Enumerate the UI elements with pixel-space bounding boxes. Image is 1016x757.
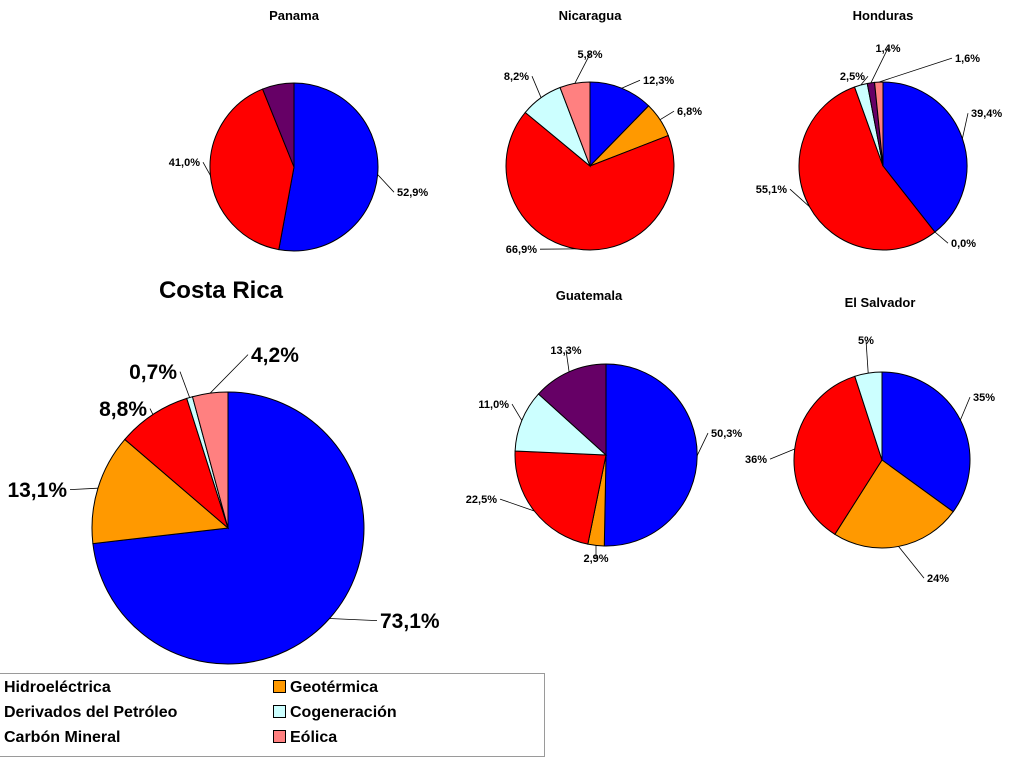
leader-line-honduras-1 [935, 232, 948, 243]
data-label-honduras-5: 1,6% [955, 53, 980, 65]
data-label-honduras-4: 1,4% [875, 43, 900, 55]
data-label-costa-rica-1: 13,1% [7, 479, 67, 502]
leader-line-costa-rica-3 [180, 372, 190, 398]
data-label-panama-0: 52,9% [397, 187, 428, 199]
legend-label: Geotérmica [290, 679, 378, 696]
data-label-honduras-2: 55,1% [756, 184, 787, 196]
data-label-costa-rica-3: 0,7% [129, 361, 177, 384]
leader-line-honduras-5 [879, 58, 952, 82]
chart-title-guatemala: Guatemala [556, 288, 623, 303]
data-label-nicaragua-3: 8,2% [504, 71, 529, 83]
legend-item-carbon-mineral: Carbón Mineral [0, 728, 120, 748]
data-label-guatemala-2: 22,5% [466, 494, 497, 506]
data-label-costa-rica-0: 73,1% [380, 610, 440, 633]
chart-title-costa-rica: Costa Rica [159, 277, 284, 304]
legend-swatch-geotermica [273, 680, 286, 693]
data-label-el-salvador-2: 36% [745, 454, 767, 466]
data-label-nicaragua-0: 12,3% [643, 75, 674, 87]
leader-line-nicaragua-3 [532, 76, 541, 98]
leader-line-costa-rica-0 [330, 619, 378, 621]
legend-item-geotermica: Geotérmica [273, 678, 378, 698]
leader-line-costa-rica-4 [210, 355, 248, 394]
leader-line-costa-rica-1 [70, 488, 98, 489]
pie-slice-guatemala-0 [604, 364, 697, 546]
leader-line-guatemala-0 [697, 433, 708, 456]
leader-line-el-salvador-1 [899, 546, 925, 578]
leader-line-guatemala-3 [512, 404, 522, 420]
chart-title-el-salvador: El Salvador [845, 295, 916, 310]
legend-label: Hidroeléctrica [4, 679, 111, 696]
chart-title-panama: Panama [269, 8, 320, 23]
data-label-honduras-3: 2,5% [840, 71, 865, 83]
legend-label: Cogeneración [290, 704, 397, 721]
legend-label: Derivados del Petróleo [4, 704, 177, 721]
data-label-costa-rica-2: 8,8% [99, 398, 147, 421]
data-label-guatemala-0: 50,3% [711, 428, 742, 440]
leader-line-nicaragua-1 [660, 111, 674, 120]
data-label-nicaragua-2: 66,9% [506, 244, 537, 256]
legend-item-derivados-petroleo: Derivados del Petróleo [0, 703, 177, 723]
data-label-guatemala-4: 13,3% [550, 345, 581, 357]
leader-line-panama-1 [203, 162, 210, 175]
leader-line-honduras-0 [962, 113, 968, 138]
data-label-guatemala-3: 11,0% [478, 399, 509, 411]
legend-item-hidroelectrica: Hidroeléctrica [0, 678, 111, 698]
data-label-honduras-0: 39,4% [971, 108, 1002, 120]
legend-swatch-cogeneracion [273, 705, 286, 718]
data-label-nicaragua-4: 5,8% [577, 49, 602, 61]
legend-label: Eólica [290, 729, 337, 746]
leader-line-el-salvador-0 [960, 397, 970, 420]
legend: Hidroeléctrica Geotérmica Derivados del … [0, 673, 545, 757]
legend-item-cogeneracion: Cogeneración [273, 703, 397, 723]
leader-line-nicaragua-0 [622, 80, 640, 88]
data-label-honduras-1: 0,0% [951, 238, 976, 250]
data-label-el-salvador-0: 35% [973, 392, 995, 404]
chart-title-nicaragua: Nicaragua [559, 8, 623, 23]
data-label-el-salvador-1: 24% [927, 573, 949, 585]
leader-line-el-salvador-2 [770, 449, 795, 459]
legend-label: Carbón Mineral [4, 729, 120, 746]
data-label-costa-rica-4: 4,2% [251, 344, 299, 367]
data-label-nicaragua-1: 6,8% [677, 106, 702, 118]
data-label-el-salvador-3: 5% [858, 335, 874, 347]
leader-line-panama-0 [378, 175, 394, 193]
legend-item-eolica: Eólica [273, 728, 337, 748]
legend-swatch-eolica [273, 730, 286, 743]
chart-title-honduras: Honduras [853, 8, 914, 23]
data-label-panama-1: 41,0% [169, 157, 200, 169]
leader-line-costa-rica-2 [150, 409, 153, 415]
data-label-guatemala-1: 2,9% [583, 553, 608, 565]
